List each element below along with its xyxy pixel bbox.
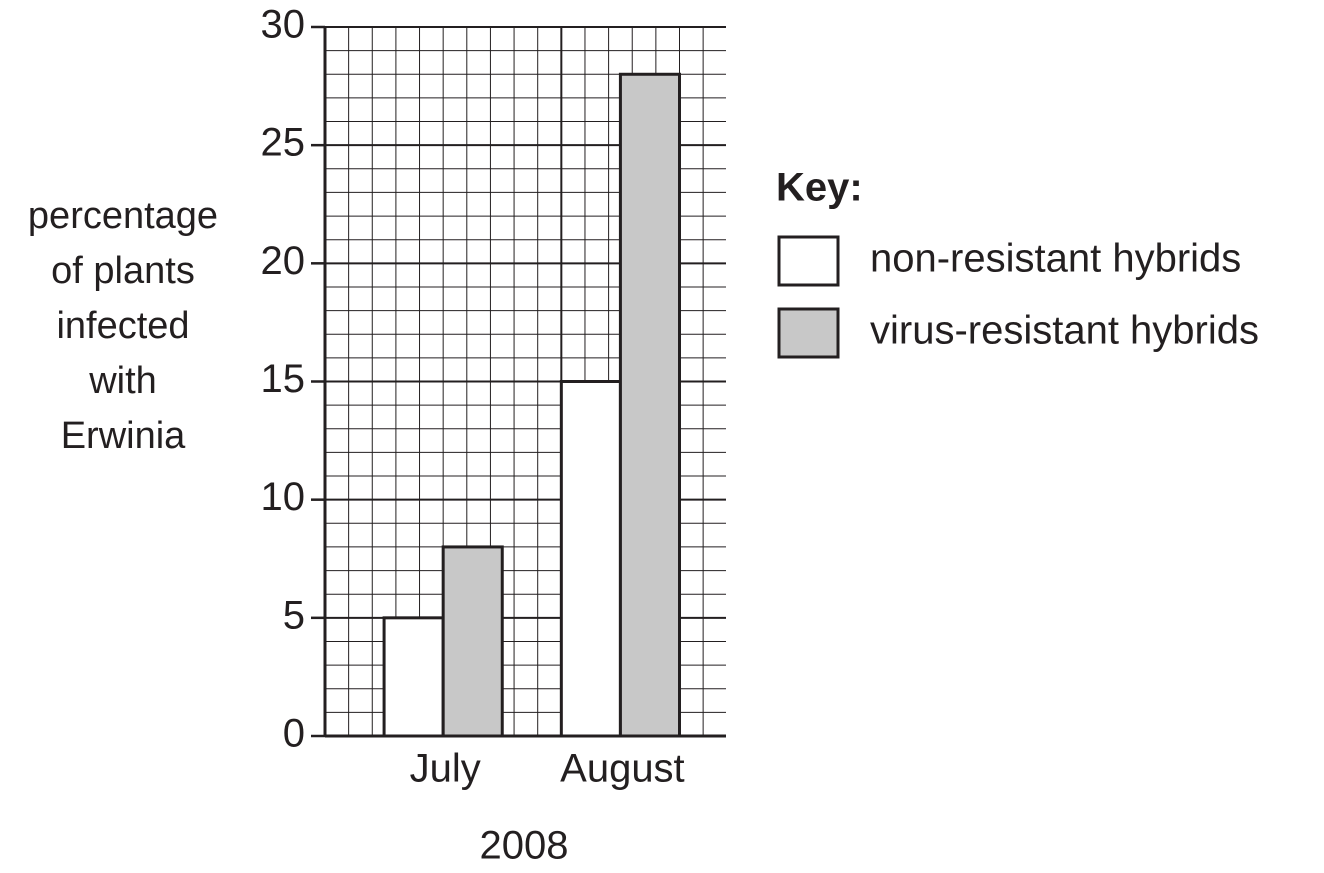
y-tick-label: 25 [261, 121, 306, 165]
legend-label: virus-resistant hybrids [870, 309, 1259, 353]
y-axis-title: Erwinia [61, 415, 186, 457]
legend-swatch [777, 235, 840, 287]
y-tick-label: 5 [283, 593, 305, 637]
bar [559, 380, 622, 738]
legend-label: non-resistant hybrids [870, 237, 1241, 281]
x-axis-title: 2008 [480, 824, 569, 868]
y-tick-label: 0 [283, 712, 305, 756]
y-axis-title: of plants [51, 250, 195, 292]
y-tick-label: 30 [261, 3, 306, 47]
y-tick-label: 10 [261, 475, 306, 519]
y-axis-title: with [88, 360, 157, 402]
y-tick-label: 15 [261, 357, 306, 401]
x-tick-label: July [410, 747, 481, 791]
bar [618, 72, 682, 738]
legend-swatch [777, 307, 840, 359]
bar [382, 616, 445, 738]
bar [441, 545, 504, 738]
y-tick-label: 20 [261, 239, 306, 283]
legend-title: Key: [776, 166, 863, 210]
x-tick-label: August [560, 747, 685, 791]
y-axis-title: infected [56, 305, 189, 347]
y-axis-title: percentage [28, 195, 218, 237]
